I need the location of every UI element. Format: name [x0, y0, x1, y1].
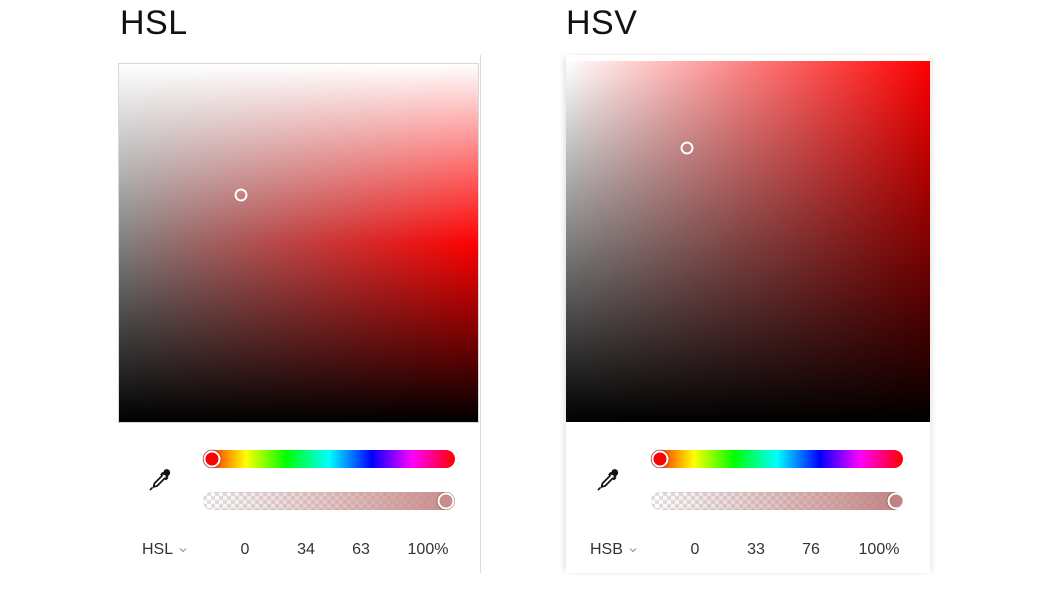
- hsl-alpha-value[interactable]: 100%: [407, 541, 449, 558]
- hsl-alpha-knob[interactable]: [437, 492, 455, 510]
- hsv-alpha-knob[interactable]: [887, 492, 903, 510]
- hsl-color-picker: HSL 0 34 63 100%: [118, 55, 481, 573]
- hsl-mode-label: HSL: [142, 541, 174, 558]
- hsv-mode-select[interactable]: HSB: [590, 539, 638, 561]
- eyedropper-icon[interactable]: [595, 467, 621, 493]
- hsl-saturation-lightness-field[interactable]: [118, 63, 479, 423]
- hsv-alpha-value[interactable]: 100%: [858, 541, 900, 558]
- hsv-brightness-value[interactable]: 76: [802, 541, 820, 558]
- hsv-mode-label: HSB: [590, 541, 623, 558]
- hsv-alpha-slider[interactable]: [651, 492, 903, 510]
- hsl-lightness-value[interactable]: 63: [352, 541, 370, 558]
- title-hsl: HSL: [120, 4, 188, 42]
- hsl-hue-knob[interactable]: [203, 450, 221, 468]
- chevron-down-icon: [179, 548, 187, 553]
- hsl-hue-value[interactable]: 0: [240, 541, 250, 558]
- hsv-hue-value[interactable]: 0: [690, 541, 700, 558]
- hsl-color-thumb[interactable]: [234, 188, 248, 202]
- title-hsv: HSV: [566, 4, 638, 42]
- hsv-hue-knob[interactable]: [651, 450, 669, 468]
- hsv-color-thumb[interactable]: [680, 141, 694, 155]
- hsl-mode-select[interactable]: HSL: [142, 539, 188, 561]
- chevron-down-icon: [629, 548, 637, 553]
- hsl-saturation-value[interactable]: 34: [297, 541, 315, 558]
- hsv-color-picker: HSB 0 33 76 100%: [566, 55, 930, 573]
- hsv-saturation-brightness-field[interactable]: [566, 61, 930, 422]
- hsv-hue-slider[interactable]: [651, 450, 903, 468]
- hsl-hue-slider[interactable]: [203, 450, 455, 468]
- hsv-saturation-value[interactable]: 33: [747, 541, 765, 558]
- hsl-alpha-slider[interactable]: [203, 492, 455, 510]
- eyedropper-icon[interactable]: [147, 467, 173, 493]
